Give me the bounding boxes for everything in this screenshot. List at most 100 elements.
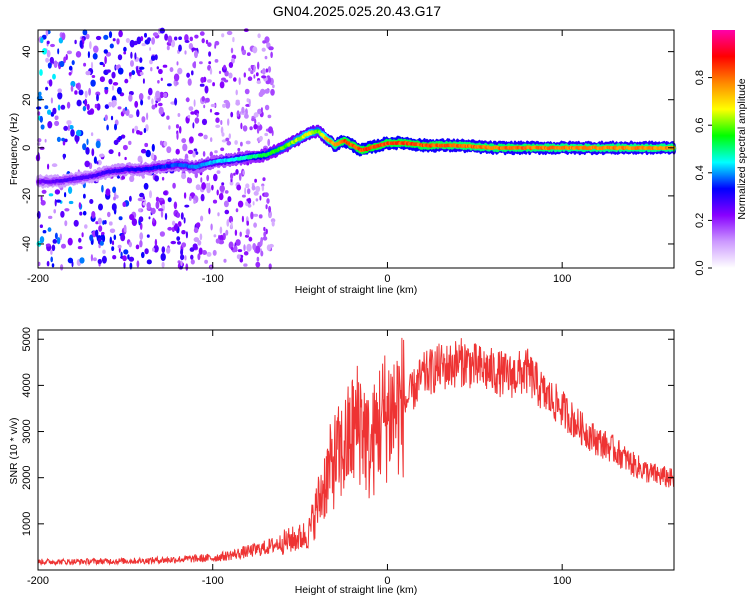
spectrogram-noise-cell xyxy=(57,92,63,100)
spectrogram-noise-cell xyxy=(203,134,208,140)
spectrogram-noise-cell xyxy=(213,234,217,238)
spectrogram-noise-cell xyxy=(192,62,197,68)
spectrogram-noise-cell xyxy=(200,177,203,183)
spectrogram-noise-cell xyxy=(210,137,213,143)
spectrogram-x-tick-label: -200 xyxy=(27,273,49,285)
spectrogram-noise-cell xyxy=(262,177,266,182)
spectrogram-noise-cell xyxy=(117,106,122,110)
spectrogram-noise-cell xyxy=(243,244,246,252)
spectrogram-noise-cell xyxy=(242,125,248,132)
spectrogram-noise-cell xyxy=(180,212,184,220)
spectrogram-noise-cell xyxy=(99,76,105,83)
spectrogram-noise-cell xyxy=(128,72,132,77)
spectrogram-noise-cell xyxy=(199,31,205,36)
spectrogram-noise-cell xyxy=(187,78,192,86)
spectrogram-noise-cell xyxy=(83,62,87,67)
spectrogram-noise-cell xyxy=(114,123,117,131)
spectrogram-noise-cell xyxy=(96,103,101,111)
snr-y-tick-label: 2000 xyxy=(21,465,33,489)
spectrogram-noise-cell xyxy=(151,152,155,160)
spectrogram-noise-cell xyxy=(266,244,271,251)
spectrogram-noise-cell xyxy=(125,38,130,43)
spectrogram-noise-cell xyxy=(233,172,236,176)
spectrogram-noise-cell xyxy=(267,138,271,147)
spectrogram-noise-cell xyxy=(246,220,249,226)
spectrogram-noise-cell xyxy=(264,192,269,198)
spectrogram-noise-cell xyxy=(216,170,221,175)
spectrogram-noise-cell xyxy=(76,129,82,137)
spectrogram-noise-cell xyxy=(54,199,57,207)
spectrogram-noise-cell xyxy=(89,41,92,50)
spectrogram-noise-cell xyxy=(237,249,243,253)
spectrogram-noise-cell xyxy=(158,208,164,212)
spectrogram-noise-cell xyxy=(70,129,75,137)
spectrogram-noise-cell xyxy=(261,185,265,192)
spectrogram-noise-cell xyxy=(65,53,68,61)
spectrogram-noise-cell xyxy=(238,77,241,85)
spectrogram-noise-cell xyxy=(251,117,255,122)
spectrogram-noise-cell xyxy=(142,78,145,84)
spectrogram-noise-cell xyxy=(235,208,239,213)
spectrogram-noise-cell xyxy=(136,65,139,74)
spectrogram-noise-cell xyxy=(108,221,113,226)
spectrogram-noise-cell xyxy=(239,231,242,237)
snr-x-tick-label: 0 xyxy=(384,575,390,587)
spectrogram-noise-cell xyxy=(89,199,94,204)
spectrogram-noise-cell xyxy=(253,191,259,196)
spectrogram-noise-cell xyxy=(255,72,259,77)
spectrogram-noise-cell xyxy=(82,210,87,216)
spectrogram-noise-cell xyxy=(78,89,84,96)
spectrogram-noise-cell xyxy=(176,212,180,218)
spectrogram-noise-cell xyxy=(177,67,183,75)
spectrogram-noise-cell xyxy=(170,39,176,48)
spectrogram-noise-cell xyxy=(180,260,183,267)
spectrogram-noise-cell xyxy=(158,68,163,75)
snr-y-tick-label: 3000 xyxy=(21,419,33,443)
spectrogram-noise-cell xyxy=(195,184,201,191)
spectrogram-x-tick-label: 0 xyxy=(384,273,390,285)
spectrogram-noise-cell xyxy=(47,121,53,129)
spectrogram-noise-cell xyxy=(196,222,201,228)
spectrogram-noise-cell xyxy=(45,86,49,91)
spectrogram-noise-cell xyxy=(160,210,164,218)
spectrogram-noise-cell xyxy=(200,193,205,202)
spectrogram-noise-cell xyxy=(268,263,272,270)
spectrogram-noise-cell xyxy=(228,72,233,79)
spectrogram-noise-cell xyxy=(257,122,261,126)
spectrogram-noise-cell xyxy=(95,35,102,41)
spectrogram-noise-cell xyxy=(201,38,205,44)
spectrogram-noise-cell xyxy=(64,220,68,227)
spectrogram-noise-cell xyxy=(67,124,70,132)
spectrogram-noise-cell xyxy=(112,186,117,193)
spectrogram-noise-cell xyxy=(208,61,212,65)
spectrogram-noise-cell xyxy=(142,202,147,206)
spectrogram-noise-cell xyxy=(63,56,66,64)
spectrogram-frame xyxy=(37,29,675,269)
spectrogram-noise-cell xyxy=(245,201,249,207)
spectrogram-noise-cell xyxy=(164,212,168,221)
spectrogram-noise-cell xyxy=(250,211,254,220)
spectrogram-noise-cell xyxy=(230,47,234,54)
spectrogram-noise-cell xyxy=(197,240,202,246)
spectrogram-noise-cell xyxy=(36,211,41,219)
spectrogram-noise-cell xyxy=(200,215,204,222)
spectrogram-noise-cell xyxy=(104,104,110,109)
spectrogram-noise-cell xyxy=(257,33,261,39)
spectrogram-noise-cell xyxy=(123,51,127,55)
spectrogram-noise-cell xyxy=(209,151,213,157)
spectrogram-noise-cell xyxy=(117,67,124,75)
spectrogram-noise-cell xyxy=(237,147,241,152)
spectrogram-noise-cell xyxy=(252,201,255,206)
spectrogram-noise-cell xyxy=(88,87,91,96)
spectrogram-noise-cell xyxy=(163,141,168,147)
spectrogram-y-tick-label: 40 xyxy=(21,46,33,58)
spectrogram-noise-cell xyxy=(206,174,210,182)
spectrogram-noise-cell xyxy=(153,244,159,253)
spectrogram-noise-cell xyxy=(64,208,70,212)
spectrogram-noise-cell xyxy=(267,66,272,73)
spectrogram-noise-cell xyxy=(56,237,61,245)
spectrogram-noise-cell xyxy=(68,200,74,205)
spectrogram-noise-cell xyxy=(64,138,68,143)
spectrogram-noise-cell xyxy=(218,193,224,201)
spectrogram-noise-cell xyxy=(48,79,53,87)
